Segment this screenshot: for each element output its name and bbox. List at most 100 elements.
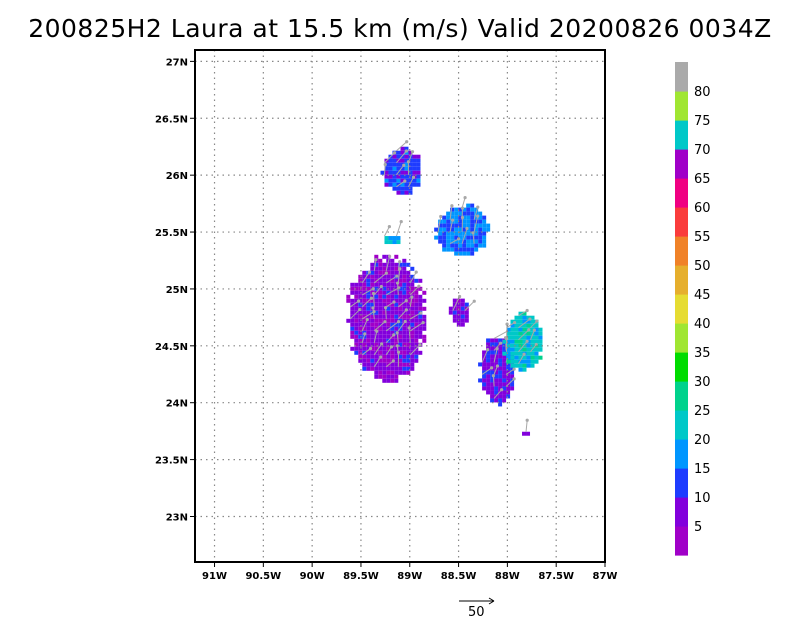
wind-cell [398, 290, 403, 295]
wind-cell [478, 227, 483, 232]
wind-cell [502, 339, 507, 344]
wind-cell [404, 178, 409, 183]
wind-cell [370, 334, 375, 339]
wind-region [346, 254, 427, 383]
wind-vector [385, 256, 391, 271]
wind-cell [506, 339, 511, 344]
wind-cell [538, 343, 543, 348]
wind-vector-head [463, 196, 467, 200]
wind-cell [418, 334, 423, 339]
wind-cell [466, 251, 471, 256]
wind-cell [446, 211, 451, 216]
wind-cell [450, 223, 455, 228]
wind-cell [494, 338, 499, 343]
wind-cell [416, 178, 421, 183]
wind-cell [390, 330, 395, 335]
wind-cell [366, 278, 371, 283]
wind-cell [370, 330, 375, 335]
wind-region [384, 219, 403, 245]
wind-cell [406, 262, 411, 267]
wind-cell [534, 323, 539, 328]
wind-vector-head [398, 267, 402, 271]
wind-cell [400, 154, 405, 159]
wind-cell [406, 310, 411, 315]
wind-cell [410, 266, 415, 271]
wind-cell [474, 243, 479, 248]
wind-cell [498, 350, 503, 355]
wind-cell [370, 322, 375, 327]
wind-cell [454, 215, 459, 220]
wind-cell [366, 282, 371, 287]
wind-cell [422, 326, 427, 331]
wind-cell [502, 390, 507, 395]
wind-vector-head [375, 329, 379, 333]
wind-cell [494, 342, 499, 347]
wind-vector [373, 331, 378, 343]
wind-vector [493, 330, 508, 339]
wind-cell [382, 354, 387, 359]
wind-cell [358, 314, 363, 319]
wind-cell [506, 362, 511, 367]
wind-vector [525, 420, 528, 432]
wind-vector [386, 321, 399, 332]
wind-cell [534, 347, 539, 352]
wind-vector [383, 164, 386, 175]
wind-cell [470, 235, 475, 240]
wind-cell [374, 274, 379, 279]
wind-vector-head [404, 308, 408, 312]
wind-cell [398, 358, 403, 363]
wind-cell [470, 207, 475, 212]
wind-cell [410, 318, 415, 323]
wind-cell [354, 294, 359, 299]
wind-cell [510, 355, 515, 360]
wind-vector-head [472, 299, 476, 303]
wind-cell [362, 366, 367, 371]
wind-vector-head [404, 149, 409, 153]
colorbar-label: 60 [694, 201, 711, 216]
wind-vector [362, 288, 374, 296]
wind-cell [370, 282, 375, 287]
wind-cell [416, 174, 421, 179]
wind-cell [414, 294, 419, 299]
wind-cell [506, 355, 511, 360]
wind-cell [478, 215, 483, 220]
wind-cell [400, 150, 405, 155]
wind-cell [526, 331, 531, 336]
wind-cell [486, 227, 491, 232]
wind-cell [498, 386, 503, 391]
x-axis: 91W 90.5W 90W 89.5W 89W 88.5W 88W 87.5W 87W [202, 562, 617, 582]
wind-vector [396, 141, 408, 152]
wind-cell [406, 358, 411, 363]
wind-vector [361, 271, 370, 284]
wind-cell [370, 338, 375, 343]
wind-cell [470, 239, 475, 244]
wind-vector-head [500, 388, 504, 392]
wind-cell [382, 330, 387, 335]
wind-vector-head [403, 179, 407, 183]
wind-vector-head [525, 339, 529, 343]
wind-cell [362, 298, 367, 303]
wind-vector-head [421, 321, 425, 325]
wind-vector [449, 238, 459, 245]
wind-vector-head [398, 260, 402, 264]
wind-cell [412, 178, 417, 183]
wind-vector [449, 205, 453, 220]
wind-cell [384, 170, 389, 175]
wind-region [380, 140, 421, 195]
wind-vector [518, 340, 528, 353]
wind-cell [422, 338, 427, 343]
wind-cell [486, 350, 491, 355]
wind-vector-head [486, 347, 490, 352]
wind-cell [392, 186, 397, 191]
wind-cell [510, 382, 515, 387]
wind-cell [514, 335, 519, 340]
wind-cell [392, 166, 397, 171]
wind-cell [510, 319, 515, 324]
wind-cell [390, 286, 395, 291]
wind-cell [502, 358, 507, 363]
wind-cell [382, 322, 387, 327]
wind-cell [350, 286, 355, 291]
wind-cell [350, 302, 355, 307]
wind-vector-head [528, 317, 532, 321]
wind-vector [361, 297, 372, 308]
